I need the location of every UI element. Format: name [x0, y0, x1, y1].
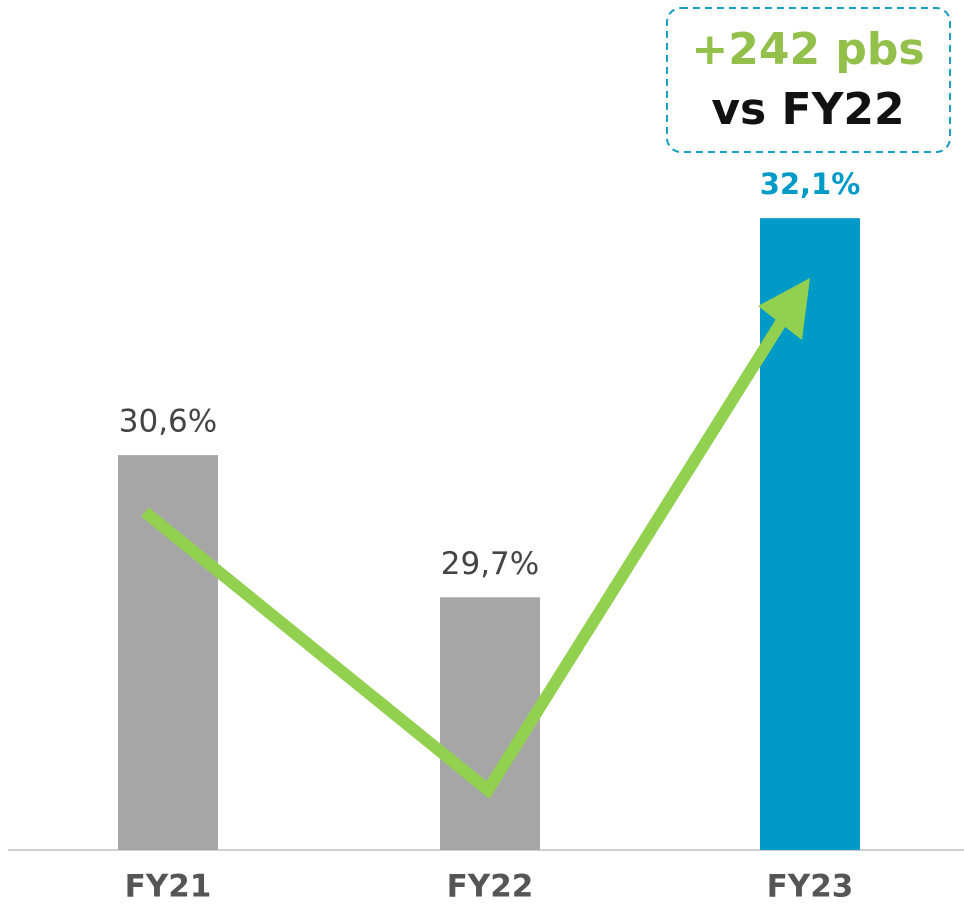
value-label: 29,7% [441, 546, 539, 582]
annotation-box [666, 7, 951, 153]
annotation-delta: +242 pbs [691, 24, 924, 75]
bars [118, 218, 860, 850]
x-tick-label: FY23 [767, 869, 854, 905]
trend-arrow [141, 296, 801, 799]
x-tick-label: FY21 [125, 869, 212, 905]
value-label: 32,1% [760, 167, 861, 201]
value-label: 30,6% [119, 404, 217, 440]
arrow-head [758, 278, 810, 340]
bar [118, 455, 218, 850]
x-tick-label: FY22 [447, 869, 534, 905]
annotation-reference: vs FY22 [711, 84, 904, 135]
